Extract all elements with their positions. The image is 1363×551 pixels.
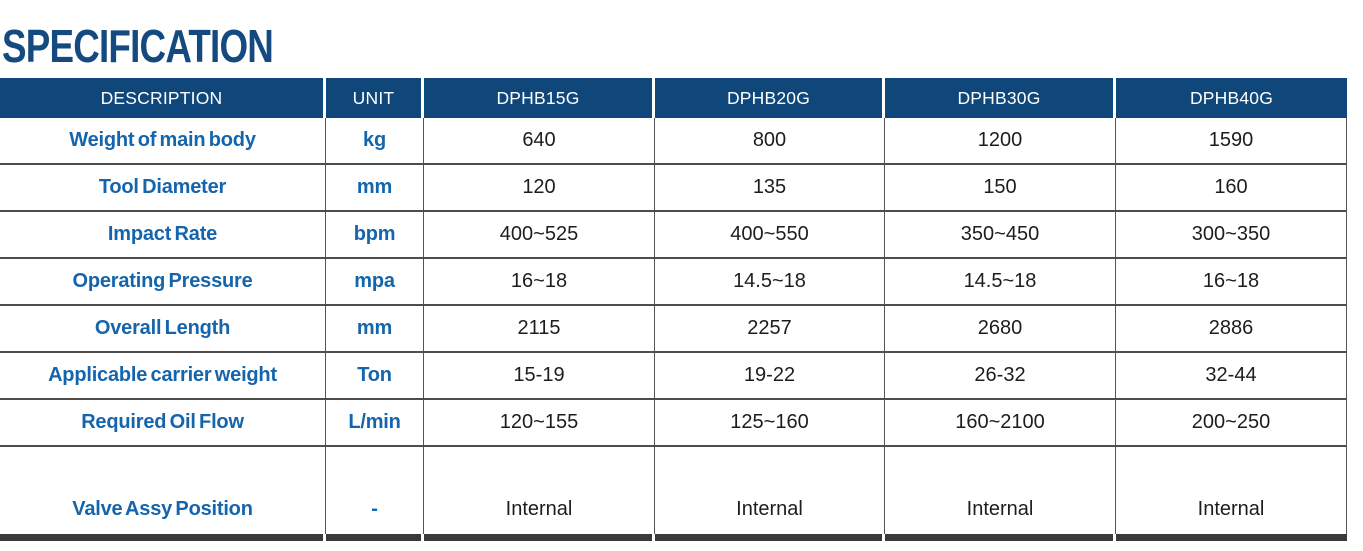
table-row: Operating Pressure mpa 16~18 14.5~18 14.… [0, 259, 1347, 306]
row-value: 16~18 [424, 259, 655, 304]
row-value: 15-19 [424, 353, 655, 398]
row-value: 2257 [655, 306, 885, 351]
row-value: 26-32 [885, 353, 1116, 398]
row-value: 120 [424, 165, 655, 210]
table-row: Required Oil Flow L/min 120~155 125~160 … [0, 400, 1347, 447]
row-description: Overall Length [0, 306, 326, 351]
row-value: Internal [1116, 447, 1347, 534]
row-unit: mm [326, 165, 424, 210]
row-value: 160 [1116, 165, 1347, 210]
bottom-bar-segment [1116, 534, 1347, 541]
row-value: Internal [885, 447, 1116, 534]
row-description: Impact Rate [0, 212, 326, 257]
row-value: 350~450 [885, 212, 1116, 257]
row-value: 160~2100 [885, 400, 1116, 445]
row-value: 300~350 [1116, 212, 1347, 257]
row-value: 32-44 [1116, 353, 1347, 398]
specification-table: DESCRIPTION UNIT DPHB15G DPHB20G DPHB30G… [0, 78, 1347, 541]
row-value: Internal [655, 447, 885, 534]
row-value: 16~18 [1116, 259, 1347, 304]
row-value: 2680 [885, 306, 1116, 351]
row-description: Required Oil Flow [0, 400, 326, 445]
table-row: Impact Rate bpm 400~525 400~550 350~450 … [0, 212, 1347, 259]
row-unit: L/min [326, 400, 424, 445]
table-header-row: DESCRIPTION UNIT DPHB15G DPHB20G DPHB30G… [0, 78, 1347, 118]
row-unit: - [326, 447, 424, 534]
row-value: 1200 [885, 118, 1116, 163]
page-title: SPECIFICATION [2, 20, 274, 72]
header-cell-dphb15g: DPHB15G [424, 78, 655, 118]
bottom-bar-segment [885, 534, 1113, 541]
row-value: 150 [885, 165, 1116, 210]
bottom-bar-segment [0, 534, 323, 541]
row-description: Operating Pressure [0, 259, 326, 304]
row-unit: bpm [326, 212, 424, 257]
row-description: Tool Diameter [0, 165, 326, 210]
row-value: 400~550 [655, 212, 885, 257]
row-unit: Ton [326, 353, 424, 398]
bottom-bar-segment [655, 534, 882, 541]
row-value: 135 [655, 165, 885, 210]
row-value: 2886 [1116, 306, 1347, 351]
row-value: 2115 [424, 306, 655, 351]
row-value: 125~160 [655, 400, 885, 445]
bottom-bar-segment [424, 534, 652, 541]
row-unit: mpa [326, 259, 424, 304]
row-description: Valve Assy Position [0, 447, 326, 534]
bottom-bar-segment [326, 534, 421, 541]
table-row: Applicable carrier weight Ton 15-19 19-2… [0, 353, 1347, 400]
row-value: 14.5~18 [885, 259, 1116, 304]
header-cell-dphb20g: DPHB20G [655, 78, 885, 118]
table-row: Tool Diameter mm 120 135 150 160 [0, 165, 1347, 212]
row-value: 120~155 [424, 400, 655, 445]
row-unit: mm [326, 306, 424, 351]
row-value: 400~525 [424, 212, 655, 257]
row-value: 200~250 [1116, 400, 1347, 445]
row-description: Weight of main body [0, 118, 326, 163]
row-value: 640 [424, 118, 655, 163]
row-value: 800 [655, 118, 885, 163]
table-row: Valve Assy Position - Internal Internal … [0, 447, 1347, 534]
row-value: Internal [424, 447, 655, 534]
table-row: Overall Length mm 2115 2257 2680 2886 [0, 306, 1347, 353]
header-cell-dphb30g: DPHB30G [885, 78, 1116, 118]
table-bottom-bar [0, 534, 1347, 541]
row-value: 19-22 [655, 353, 885, 398]
header-cell-description: DESCRIPTION [0, 78, 326, 118]
header-cell-dphb40g: DPHB40G [1116, 78, 1347, 118]
header-cell-unit: UNIT [326, 78, 424, 118]
row-unit: kg [326, 118, 424, 163]
table-row: Weight of main body kg 640 800 1200 1590 [0, 118, 1347, 165]
row-value: 1590 [1116, 118, 1347, 163]
row-description: Applicable carrier weight [0, 353, 326, 398]
row-value: 14.5~18 [655, 259, 885, 304]
